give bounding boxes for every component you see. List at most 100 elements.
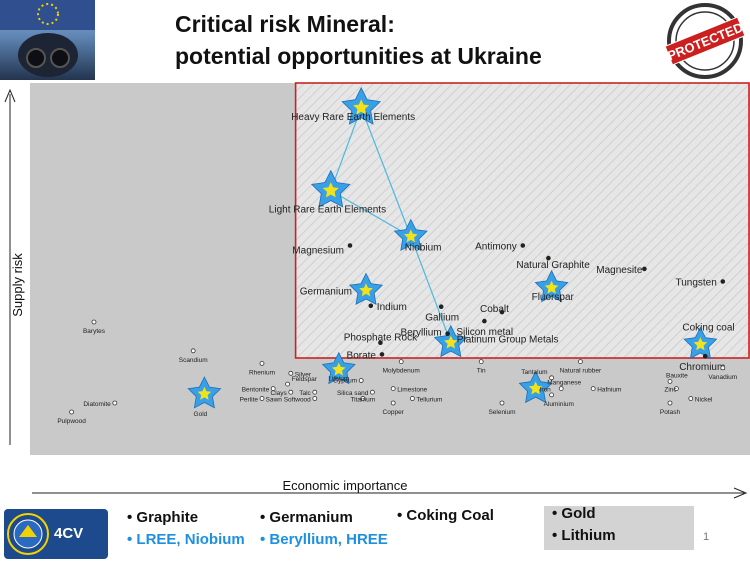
star-center-gold — [197, 386, 212, 400]
point-phosphate-rock — [378, 340, 383, 346]
geological-survey-logo: 4CV — [4, 509, 108, 559]
point-borate — [379, 352, 385, 357]
point-tellurium — [409, 396, 415, 401]
label-hafnium: Hafnium — [597, 387, 621, 394]
label-light-rare-earth-elements: Light Rare Earth Elements — [269, 205, 386, 216]
point-tin — [478, 359, 484, 365]
label-gypsum: Gypsum — [333, 378, 357, 385]
footer-gold: • Gold — [552, 505, 596, 522]
star-center-niobium — [404, 229, 418, 243]
label-tungsten: Tungsten — [675, 278, 716, 289]
highlight-stars — [187, 86, 718, 409]
star-center-coking-coal — [693, 337, 708, 351]
label-tellurium: Tellurium — [416, 397, 442, 404]
star-center-germanium — [359, 283, 373, 297]
point-limestone — [390, 386, 396, 392]
critical-zone — [294, 82, 750, 359]
title-line-2: potential opportunities at Ukraine — [175, 43, 542, 69]
point-manganese — [558, 386, 564, 392]
point-gypsum — [358, 378, 364, 383]
label-perlite: Perlite — [240, 397, 259, 404]
label-beryllium: Beryllium — [400, 328, 441, 339]
point-sawn-softwood — [312, 396, 318, 401]
point-magnesium — [347, 243, 353, 248]
point-scandium — [190, 348, 196, 354]
label-niobium: Niobium — [405, 243, 442, 254]
label-silicon-metal: Silicon metal — [456, 327, 513, 338]
point-natural-rubber — [578, 359, 583, 365]
gold-lithium-box — [544, 506, 694, 550]
point-chromium — [702, 353, 708, 359]
point-rhenium — [259, 360, 265, 366]
point-diatomite — [112, 400, 118, 406]
label-nickel: Nickel — [695, 397, 713, 404]
label-potash: Potash — [660, 409, 681, 416]
point-potash — [667, 400, 673, 406]
label-bauxite: Bauxite — [666, 372, 688, 379]
star-center-heavy-rare-earth-elements — [353, 99, 370, 115]
point-vanadium — [720, 365, 726, 371]
point-feldspar — [285, 381, 291, 387]
label-scandium: Scandium — [179, 357, 208, 364]
label-fluorspar: Fluorspar — [532, 292, 575, 303]
eu-flag-photo-icon — [0, 0, 95, 77]
label-heavy-rare-earth-elements: Heavy Rare Earth Elements — [291, 112, 415, 123]
title-line-1: Critical risk Mineral: — [175, 11, 395, 37]
point-selenium — [499, 400, 505, 406]
label-lithium: Lithium — [328, 376, 349, 383]
point-barytes — [91, 319, 97, 325]
label-antimony: Antimony — [475, 242, 517, 253]
star-center-lithium — [332, 362, 346, 376]
label-tin: Tin — [477, 368, 486, 375]
point-bentonite — [270, 386, 276, 392]
point-perlite — [259, 396, 265, 401]
point-aluminium — [549, 392, 554, 398]
point-clays — [288, 389, 294, 395]
label-rhenium: Rhenium — [249, 369, 275, 376]
risk-chart: Supply risk Economic importance Heavy Ra… — [4, 82, 750, 499]
label-chromium: Chromium — [679, 362, 725, 373]
point-copper — [390, 400, 396, 406]
protected-stamp: PROTECTED — [664, 3, 746, 79]
point-tantalum — [549, 375, 554, 381]
label-phosphate-rock: Phosphate Rock — [344, 333, 418, 344]
data-points: Heavy Rare Earth Elements Light Rare Eart… — [57, 112, 737, 425]
label-manganese: Manganese — [547, 380, 581, 387]
point-titanium — [360, 396, 366, 401]
point-silver — [288, 370, 294, 376]
label-coking-coal: Coking coal — [682, 323, 734, 334]
label-copper: Copper — [383, 409, 405, 416]
point-nickel — [688, 396, 694, 401]
footer-coking-coal: • Coking Coal — [397, 507, 494, 524]
footer-lree-niobium: • LREE, Niobium — [127, 531, 245, 548]
x-axis-label: Economic importance — [283, 478, 408, 493]
point-tungsten — [720, 279, 726, 284]
label-talc: Talc — [299, 390, 311, 397]
label-gold: Gold — [194, 411, 208, 418]
connection-lines — [330, 107, 452, 343]
label-silver: Silver — [295, 371, 312, 378]
label-bentonite: Bentonite — [242, 387, 270, 394]
point-natural-graphite — [546, 255, 551, 261]
point-bauxite — [667, 378, 673, 384]
point-gallium — [438, 304, 444, 309]
logo-text: 4CV — [54, 525, 84, 542]
label-silica-sand: Silica sand — [337, 390, 369, 397]
connection-niobium-platinum-group-metals — [410, 236, 452, 343]
label-limestone: Limestone — [397, 387, 427, 394]
page-number: 1 — [703, 531, 710, 543]
label-magnesium: Magnesium — [292, 246, 344, 257]
y-axis — [4, 88, 16, 445]
label-iron: Iron — [540, 387, 552, 394]
point-talc — [312, 389, 318, 395]
point-molybdenum — [398, 359, 404, 365]
point-beryllium — [445, 331, 450, 336]
label-clays: Clays — [271, 390, 288, 397]
label-cobalt: Cobalt — [480, 304, 509, 315]
star-center-platinum-group-metals — [444, 335, 458, 349]
point-pulpwood — [69, 409, 74, 415]
x-axis — [32, 487, 748, 499]
label-natural-graphite: Natural Graphite — [516, 260, 590, 271]
label-gallium: Gallium — [425, 313, 459, 324]
label-molybdenum: Molybdenum — [383, 368, 420, 375]
